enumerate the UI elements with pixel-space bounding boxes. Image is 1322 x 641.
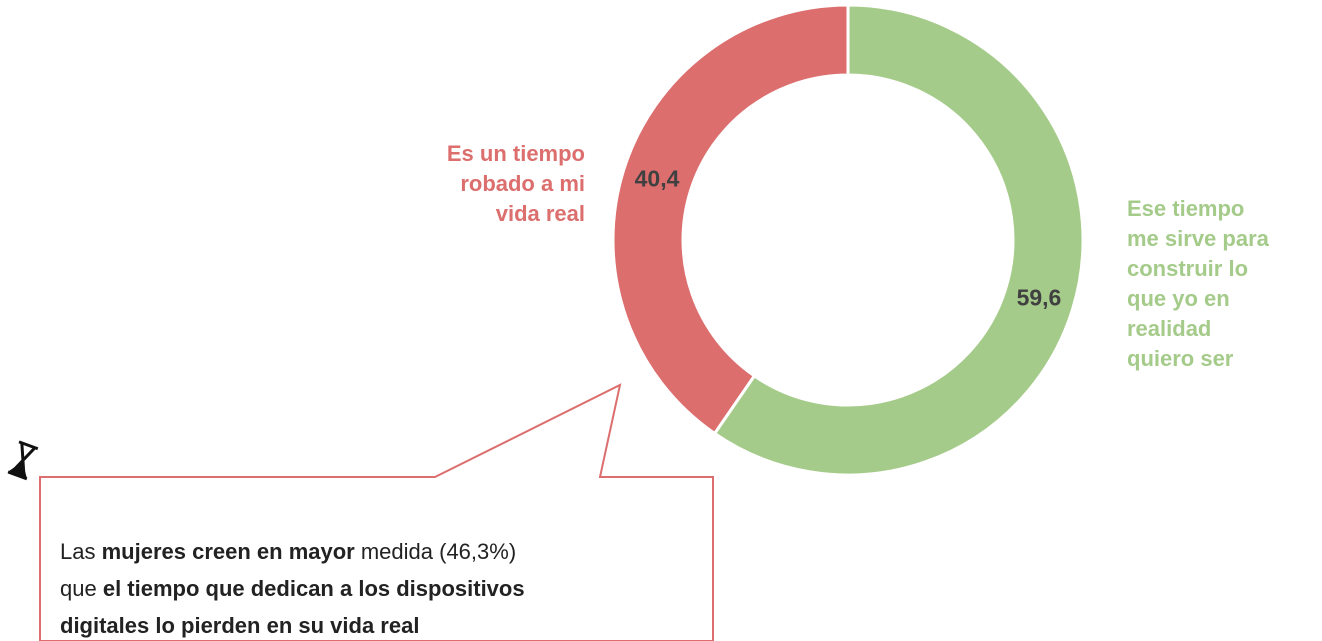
category-label: quiero ser — [1127, 346, 1234, 371]
category-label: robado a mi — [460, 171, 585, 196]
annotation-text: que — [60, 576, 103, 601]
value-label: 40,4 — [635, 166, 680, 192]
annotation-text: Las — [60, 539, 102, 564]
donut-slice — [712, 3, 1085, 477]
category-label: construir lo — [1127, 256, 1248, 281]
annotation-text: medida (46,3%) — [355, 539, 516, 564]
annotation-text: mujeres creen en mayor — [102, 539, 356, 564]
category-label: me sirve para — [1127, 226, 1270, 251]
annotation-line: digitales lo pierden en su vida real — [60, 613, 419, 638]
hourglass-icon — [7, 440, 39, 481]
donut-slice — [611, 3, 850, 436]
callout-box — [39, 383, 714, 641]
category-label: realidad — [1127, 316, 1211, 341]
category-label: Ese tiempo — [1127, 196, 1244, 221]
annotation-text: digitales lo pierden en su vida real — [60, 613, 419, 638]
value-label: 59,6 — [1017, 284, 1062, 310]
annotation-text: el tiempo que dedican a los dispositivos — [103, 576, 525, 601]
annotation-line: Las mujeres creen en mayor medida (46,3%… — [60, 539, 516, 564]
category-label: que yo en — [1127, 286, 1230, 311]
category-label: Es un tiempo — [447, 141, 585, 166]
category-label: vida real — [496, 201, 585, 226]
annotation-line: que el tiempo que dedican a los disposit… — [60, 576, 525, 601]
